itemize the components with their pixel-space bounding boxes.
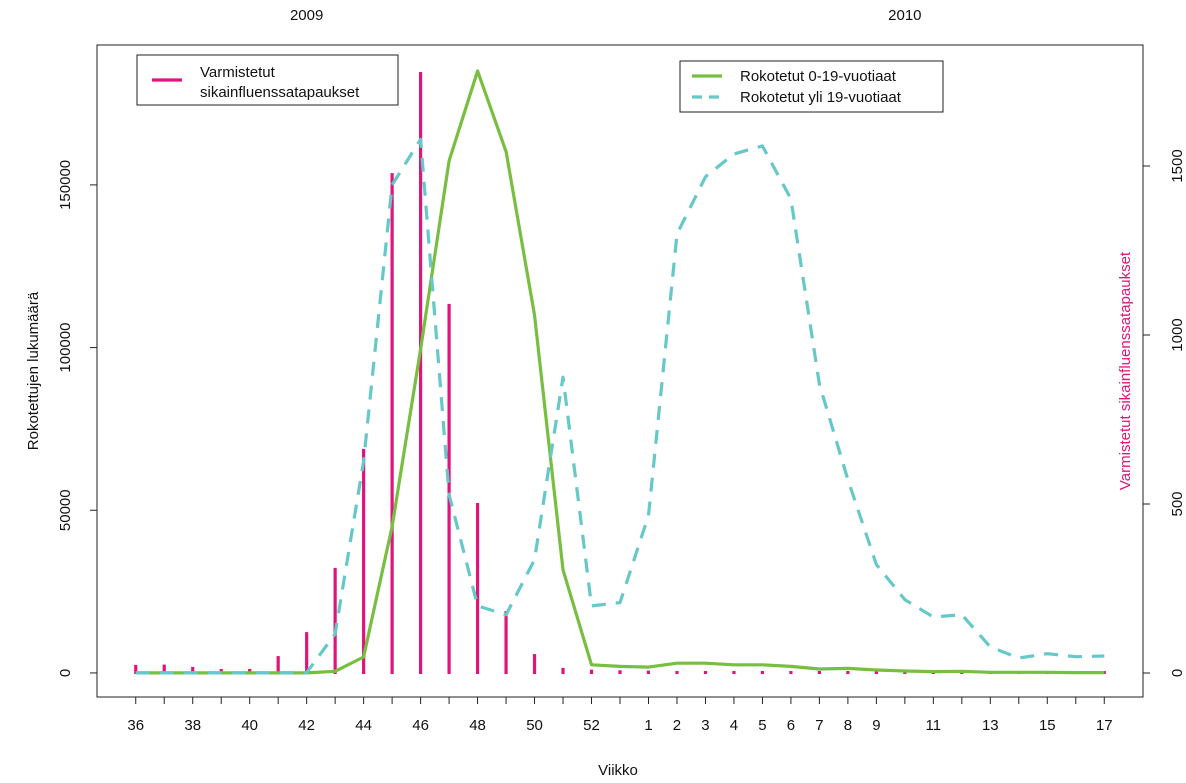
x-tick-label: 36 xyxy=(127,717,144,734)
x-tick-label: 7 xyxy=(815,717,823,734)
y-tick-label: 50000 xyxy=(57,489,74,531)
legend-label: Rokotetut 0-19-vuotiaat xyxy=(740,68,897,85)
x-tick-label: 40 xyxy=(241,717,258,734)
x-tick-label: 13 xyxy=(982,717,999,734)
bar xyxy=(305,632,309,675)
legend-label: Rokotetut yli 19-vuotiaat xyxy=(740,89,902,106)
bar xyxy=(561,667,565,675)
bar xyxy=(846,671,850,675)
bar xyxy=(646,670,651,675)
x-tick-label: 6 xyxy=(787,717,795,734)
x-tick-label: 48 xyxy=(469,717,486,734)
line xyxy=(135,137,1105,675)
x-tick-label: 38 xyxy=(184,717,201,734)
bar xyxy=(789,671,793,675)
bar xyxy=(504,611,508,675)
x-tick-label: 42 xyxy=(298,717,315,734)
bar xyxy=(703,671,708,675)
y2-tick-label: 500 xyxy=(1169,491,1186,516)
y-axis-label: Rokotettujen lukumäärä xyxy=(25,291,42,450)
bar xyxy=(191,666,195,675)
x-tick-label: 46 xyxy=(412,717,429,734)
y2-tick-label: 1000 xyxy=(1169,318,1186,351)
legend-box xyxy=(679,60,944,113)
x-tick-label: 5 xyxy=(758,717,766,734)
bar xyxy=(618,670,622,675)
x-tick-label: 1 xyxy=(644,717,652,734)
x-tick-label: 50 xyxy=(526,717,543,734)
bar xyxy=(817,671,822,675)
bar xyxy=(874,671,878,675)
line xyxy=(135,69,1105,675)
x-tick-label: 17 xyxy=(1096,717,1113,734)
x-tick-label: 15 xyxy=(1039,717,1056,734)
x-tick-label: 3 xyxy=(701,717,709,734)
x-tick-label: 44 xyxy=(355,717,372,734)
x-axis-label: Viikko xyxy=(598,762,638,778)
bar xyxy=(418,72,423,675)
bar xyxy=(162,664,166,675)
y-tick-label: 0 xyxy=(57,669,74,677)
x-tick-label: 2 xyxy=(673,717,681,734)
y2-axis-label: Varmistetut sikainfluenssatapaukset xyxy=(1117,251,1134,490)
bar xyxy=(390,173,394,675)
bar xyxy=(760,671,765,675)
x-tick-label: 4 xyxy=(730,717,738,734)
x-tick-label: 11 xyxy=(926,717,942,734)
bar xyxy=(333,567,337,675)
legend: Varmistetut sikainfluenssatapaukset xyxy=(136,54,399,106)
bar xyxy=(589,669,594,675)
bar xyxy=(362,448,366,675)
bar xyxy=(134,664,138,675)
bar xyxy=(276,656,280,675)
year-annotation: 2010 xyxy=(888,7,921,24)
y-tick-label: 150000 xyxy=(57,160,74,210)
y2-tick-label: 0 xyxy=(1169,669,1186,677)
y2-tick-label: 1500 xyxy=(1169,149,1186,182)
x-tick-label: 52 xyxy=(583,717,600,734)
legend: Rokotetut 0-19-vuotiaat Rokotetut yli 19-… xyxy=(679,60,944,113)
bar xyxy=(447,303,451,675)
legend-label: Varmistetut sikainfluenssatapaukset xyxy=(200,64,360,101)
bar xyxy=(675,671,679,675)
bar xyxy=(732,671,736,675)
x-tick-label: 8 xyxy=(844,717,852,734)
x-tick-label: 9 xyxy=(872,717,880,734)
y-tick-label: 100000 xyxy=(57,323,74,373)
bar xyxy=(532,654,537,675)
year-annotation: 2009 xyxy=(290,7,323,24)
bar xyxy=(475,502,480,675)
